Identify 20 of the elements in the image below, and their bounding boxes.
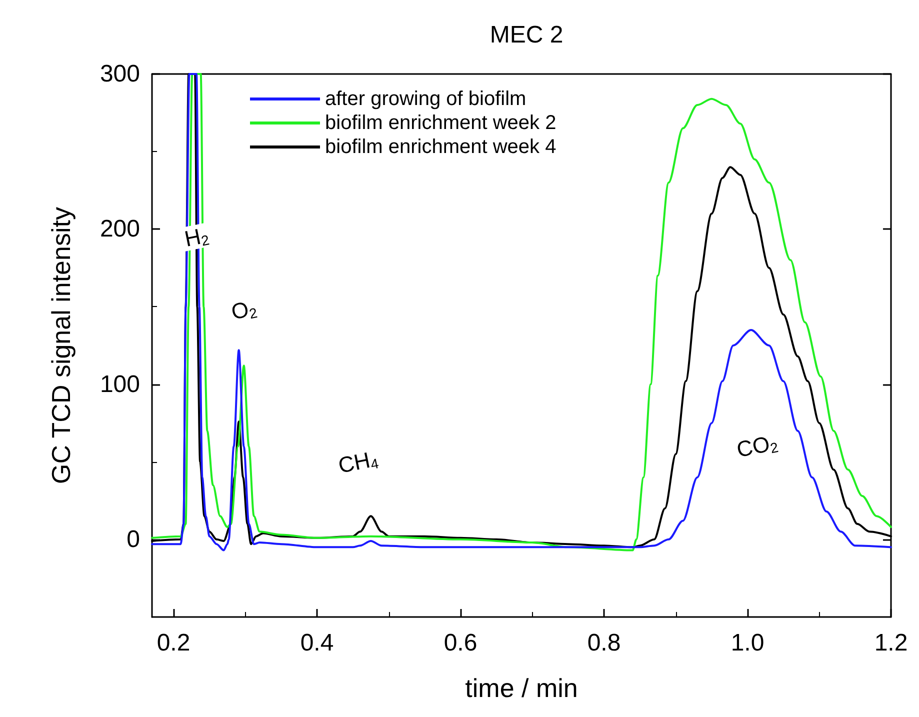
y-tick-label: 300 (100, 60, 140, 88)
x-tick-label: 1.2 (874, 630, 908, 656)
legend-label: after growing of biofilm (325, 88, 526, 110)
x-axis-title: time / min (465, 673, 578, 703)
x-tick-label: 1.0 (730, 630, 764, 656)
legend-label: biofilm enrichment week 4 (325, 136, 556, 158)
annotation: CH4 (336, 447, 380, 478)
x-tick-label: 0.6 (444, 630, 478, 656)
y-tick-label: 100 (100, 370, 140, 398)
x-tick-label: 0.8 (587, 630, 621, 656)
x-tick-label: 0.4 (300, 630, 334, 656)
y-tick-label: 200 (100, 216, 140, 243)
chart-title: MEC 2 (490, 22, 564, 48)
annotation: CO2 (734, 431, 780, 462)
y-tick-label: 0 (126, 526, 140, 553)
annotation: H2 (182, 224, 211, 252)
y-axis-title: GC TCD signal intensity (46, 207, 76, 484)
legend-label: biofilm enrichment week 2 (325, 112, 556, 134)
annotation: O2 (229, 296, 259, 325)
x-tick-label: 0.2 (156, 630, 190, 656)
